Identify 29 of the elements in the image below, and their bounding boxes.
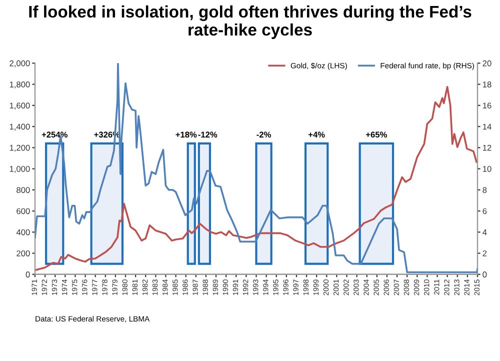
band-label: +65% <box>366 132 387 138</box>
y-tick-label: 1,800 <box>10 81 30 88</box>
y-tick-label: 2,000 <box>10 60 30 68</box>
band-label: -2% <box>256 132 271 138</box>
y2-tick-label: 0 <box>482 272 487 278</box>
y2-tick-label: 12 <box>482 144 492 151</box>
y2-tick-label: 10 <box>482 166 492 172</box>
y2-tick-label: 14 <box>482 124 492 130</box>
y-tick-label: 1,000 <box>10 166 30 173</box>
y-tick-label: 800 <box>16 187 30 193</box>
y-tick-label: 1,400 <box>10 124 30 131</box>
band-label: +254% <box>42 132 68 138</box>
band-label: -12% <box>198 132 218 138</box>
y-tick-label: 600 <box>16 208 30 214</box>
y2-tick-label: 8 <box>482 187 487 193</box>
y2-tick-label: 4 <box>482 229 487 236</box>
y2-tick-label: 20 <box>482 60 492 66</box>
y2-tick-label: 16 <box>482 102 492 109</box>
y2-tick-label: 6 <box>482 208 487 214</box>
y-tick-label: 0 <box>26 272 30 278</box>
y2-tick-label: 18 <box>482 81 492 88</box>
chart-title: If looked in isolation, gold often thrives during the Fed’s rate-hike cycles <box>29 5 472 39</box>
y-tick-label: 1,200 <box>10 144 30 152</box>
y-tick-label: 400 <box>16 229 30 236</box>
band-label: +4% <box>308 132 325 138</box>
y2-tick-label: 2 <box>482 250 487 256</box>
band-label: +18% <box>176 132 197 138</box>
y-tick-label: 1,600 <box>10 102 30 110</box>
y-tick-label: 200 <box>16 250 30 256</box>
